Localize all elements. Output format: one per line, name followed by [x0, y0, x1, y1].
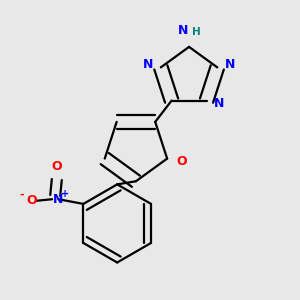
Text: O: O — [26, 194, 37, 207]
Text: O: O — [52, 160, 62, 173]
Text: N: N — [178, 24, 189, 37]
Text: N: N — [52, 193, 63, 206]
Text: -: - — [20, 190, 24, 200]
Text: +: + — [61, 189, 69, 199]
Text: O: O — [176, 154, 187, 168]
Text: N: N — [225, 58, 236, 71]
Text: H: H — [192, 27, 200, 37]
Text: N: N — [214, 97, 225, 110]
Text: N: N — [142, 58, 153, 71]
